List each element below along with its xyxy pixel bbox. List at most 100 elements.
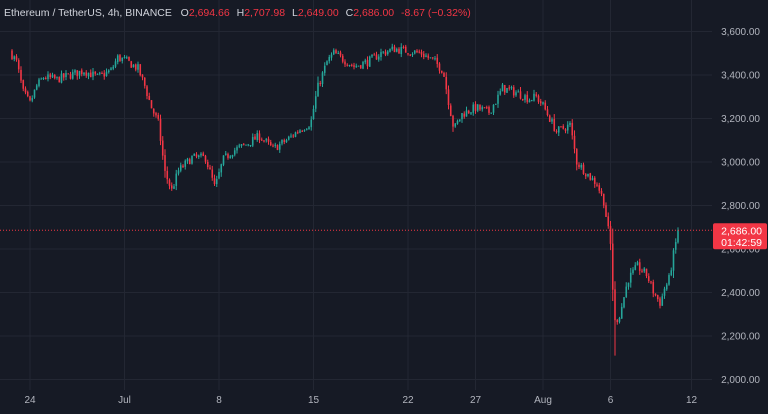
time-tick-label: 8 — [216, 395, 222, 406]
candle-down — [341, 54, 344, 64]
candle-up — [175, 169, 178, 191]
candle-body — [670, 270, 673, 276]
candle-body — [263, 140, 265, 142]
candle-up — [177, 167, 180, 176]
candle-body — [80, 70, 83, 75]
candle-up — [78, 70, 81, 79]
candle-body — [357, 65, 360, 67]
candle-body — [231, 154, 234, 157]
candle-body — [555, 131, 558, 133]
candle-body — [31, 98, 34, 101]
candle-down — [611, 228, 614, 302]
candle-body — [224, 153, 227, 155]
candle-body — [652, 282, 655, 294]
candle-down — [276, 144, 279, 151]
candle-body — [98, 72, 101, 74]
candle-up — [251, 133, 254, 148]
candle-up — [661, 293, 664, 306]
candle-body — [634, 265, 637, 270]
candle-body — [60, 73, 63, 83]
candle-body — [530, 100, 533, 102]
candle-body — [665, 284, 668, 290]
candle-up — [632, 267, 634, 275]
candle-body — [164, 155, 166, 171]
candle-body — [645, 268, 648, 277]
candle-body — [458, 119, 461, 122]
candle-body — [526, 94, 529, 102]
candle-body — [323, 65, 326, 73]
candle-body — [395, 48, 398, 52]
candle-down — [544, 100, 547, 111]
candle-down — [283, 138, 286, 145]
candle-body — [254, 136, 256, 140]
candle-up — [33, 89, 36, 99]
candle-down — [600, 188, 603, 197]
candle-down — [596, 182, 598, 187]
candle-up — [587, 173, 589, 178]
candle-down — [335, 48, 337, 54]
candle-down — [69, 71, 72, 80]
candle-up — [510, 85, 513, 90]
last-price-value: 2,686.00 — [721, 225, 762, 237]
candle-up — [672, 248, 675, 278]
candle-up — [591, 175, 594, 181]
candle-body — [139, 64, 142, 76]
candle-down — [582, 162, 585, 175]
candle-down — [24, 86, 27, 95]
candle-down — [296, 130, 299, 135]
candle-up — [105, 68, 108, 77]
candle-body — [627, 282, 630, 287]
symbol-title[interactable]: Ethereum / TetherUS, 4h, BINANCE — [4, 7, 172, 19]
candle-body — [562, 126, 565, 129]
candle-body — [521, 98, 524, 100]
candle-down — [485, 105, 488, 110]
candle-body — [114, 61, 117, 67]
candle-body — [56, 76, 58, 78]
time-axis[interactable]: 24 Jul 8 15 22 27 Aug 6 12 — [24, 395, 697, 406]
candle-down — [483, 107, 486, 109]
change-value: -8.67 (−0.32%) — [401, 7, 471, 19]
candle-body — [240, 144, 243, 146]
candle-body — [49, 74, 52, 78]
candle-up — [494, 103, 497, 105]
candle-down — [593, 176, 596, 188]
candle-body — [499, 91, 502, 95]
candle-up — [107, 69, 110, 74]
candlestick-series — [11, 43, 679, 356]
candle-body — [533, 93, 535, 101]
candle-body — [303, 130, 306, 132]
candle-body — [157, 114, 160, 119]
candle-down — [535, 92, 538, 98]
candle-body — [364, 60, 367, 63]
candle-body — [490, 112, 493, 114]
candle-up — [317, 76, 319, 97]
candle-up — [330, 52, 333, 61]
candle-up — [663, 286, 666, 299]
candle-down — [404, 44, 407, 53]
candle-body — [616, 320, 619, 323]
candle-body — [103, 73, 106, 77]
candle-body — [350, 64, 353, 66]
candle-down — [101, 71, 103, 74]
candle-up — [456, 119, 459, 125]
candle-body — [260, 139, 263, 141]
candle-down — [130, 60, 133, 68]
candle-body — [116, 55, 119, 63]
candle-down — [650, 280, 652, 285]
candle-down — [384, 49, 387, 57]
candle-up — [380, 48, 382, 61]
candle-up — [294, 131, 297, 138]
candle-down — [17, 58, 20, 73]
candle-body — [204, 155, 207, 162]
candle-body — [620, 306, 623, 319]
candle-body — [672, 250, 675, 271]
candle-up — [434, 55, 436, 61]
price-axis[interactable]: 3,600.00 3,400.00 3,200.00 3,000.00 2,800.00… — [721, 27, 760, 386]
candle-body — [609, 226, 612, 244]
candle-down — [269, 139, 272, 147]
candle-down — [614, 281, 616, 356]
candle-down — [206, 159, 209, 170]
candle-down — [420, 49, 423, 58]
candle-up — [470, 111, 472, 116]
